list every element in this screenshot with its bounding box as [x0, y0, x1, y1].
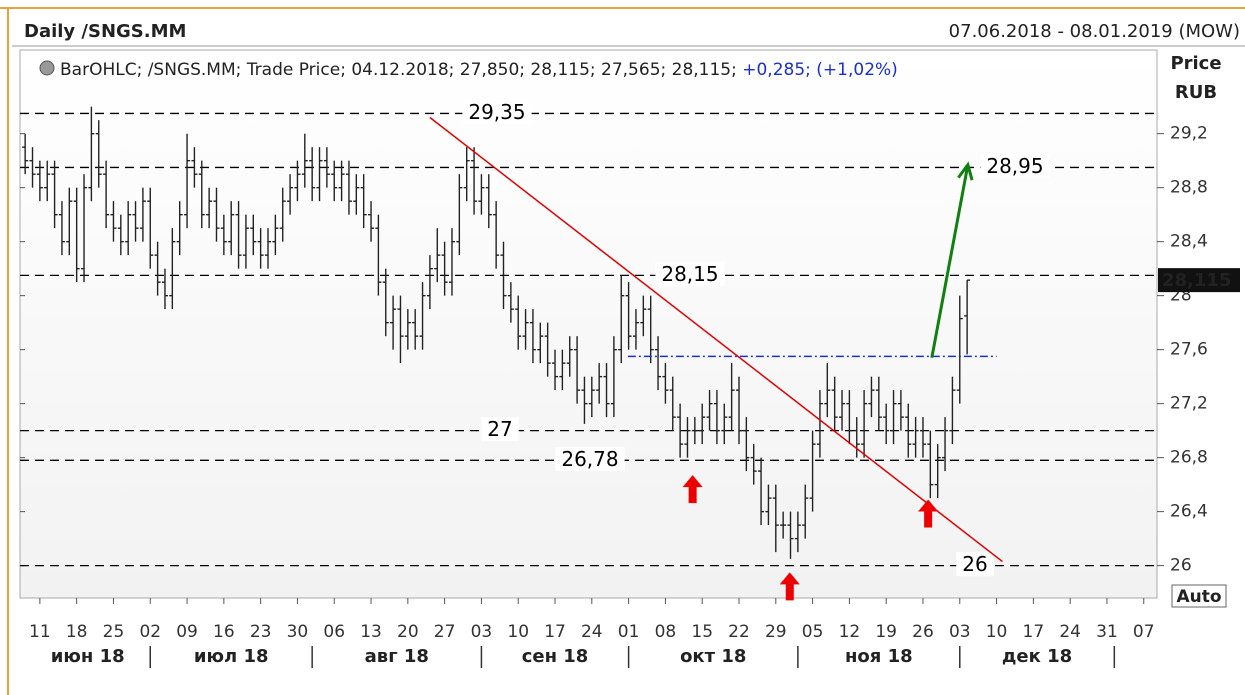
- x-tick-label: 24: [1059, 622, 1081, 642]
- month-label: сен 18: [522, 646, 589, 667]
- low-marker: [682, 475, 703, 504]
- level-label-bg: [462, 99, 532, 124]
- trend-line: [429, 116, 1003, 563]
- legend-change: +0,285; (+1,02%): [742, 60, 898, 80]
- x-tick-label: 05: [802, 622, 824, 642]
- x-tick-label: 22: [728, 622, 750, 642]
- x-tick-label: 03: [471, 622, 493, 642]
- low-marker: [918, 499, 939, 528]
- auto-button[interactable]: [1171, 584, 1227, 608]
- y-axis-unit: RUB: [1175, 82, 1217, 103]
- level-label: 28,95: [986, 154, 1043, 178]
- month-label: дек 18: [1002, 646, 1072, 667]
- x-tick-label: 17: [544, 622, 566, 642]
- x-tick-label: 19: [875, 622, 897, 642]
- low-marker: [779, 572, 800, 601]
- x-tick-label: 03: [949, 622, 971, 642]
- x-tick-label: 11: [29, 622, 51, 642]
- last-price-label: 28,115: [1162, 270, 1231, 291]
- level-label-bg: [956, 552, 994, 577]
- level-label: 27: [487, 417, 512, 441]
- y-tick-label: 27,2: [1170, 394, 1208, 414]
- legend-text: BarOHLC; /SNGS.MM; Trade Price; 04.12.20…: [60, 60, 742, 80]
- x-tick-label: 25: [103, 622, 125, 642]
- x-tick-label: 30: [287, 622, 309, 642]
- level-label: 28,15: [661, 262, 718, 286]
- y-tick-label: 29,2: [1170, 124, 1208, 144]
- x-tick-label: 15: [691, 622, 713, 642]
- x-tick-label: 20: [397, 622, 419, 642]
- plot-area: [19, 49, 1158, 599]
- last-price-box: [1158, 268, 1240, 293]
- y-tick-label: 28,4: [1170, 232, 1208, 252]
- level-label-bg: [980, 153, 1050, 178]
- level-label: 29,35: [468, 100, 525, 124]
- x-tick-label: 07: [1133, 622, 1155, 642]
- date-range: 07.06.2018 - 08.01.2019 (MOW): [949, 21, 1240, 42]
- y-tick-label: 28,8: [1170, 178, 1208, 198]
- level-label-bg: [655, 261, 725, 286]
- level-label-bg: [481, 417, 519, 442]
- target-arrow-head: [957, 161, 974, 181]
- legend-icon: [39, 60, 55, 76]
- x-tick-label: 24: [581, 622, 603, 642]
- x-tick-label: 10: [986, 622, 1008, 642]
- x-tick-label: 13: [360, 622, 382, 642]
- x-tick-label: 31: [1096, 622, 1118, 642]
- auto-button-label[interactable]: Auto: [1176, 587, 1221, 607]
- legend: BarOHLC; /SNGS.MM; Trade Price; 04.12.20…: [60, 60, 898, 80]
- x-tick-label: 27: [434, 622, 456, 642]
- x-tick-label: 02: [139, 622, 161, 642]
- x-tick-label: 10: [507, 622, 529, 642]
- x-tick-label: 17: [1023, 622, 1045, 642]
- target-arrow: [930, 164, 970, 359]
- x-tick-label: 06: [323, 622, 345, 642]
- month-label: окт 18: [680, 646, 746, 667]
- month-label: июл 18: [194, 646, 269, 667]
- level-label: 26: [962, 552, 987, 576]
- x-tick-label: 12: [839, 622, 861, 642]
- y-tick-label: 26: [1170, 556, 1192, 576]
- x-tick-label: 29: [765, 622, 787, 642]
- x-tick-label: 08: [655, 622, 677, 642]
- y-tick-label: 27,6: [1170, 340, 1208, 360]
- x-tick-label: 16: [213, 622, 235, 642]
- x-tick-label: 23: [250, 622, 272, 642]
- level-label-bg: [555, 446, 625, 471]
- y-tick-label: 26,4: [1170, 502, 1208, 522]
- x-tick-label: 18: [66, 622, 88, 642]
- month-label: авг 18: [365, 646, 429, 667]
- x-tick-label: 01: [618, 622, 640, 642]
- x-tick-label: 26: [912, 622, 934, 642]
- y-tick-label: 26,8: [1170, 448, 1208, 468]
- month-label: июн 18: [51, 646, 125, 667]
- month-label: ноя 18: [845, 646, 913, 667]
- chart-title: Daily /SNGS.MM: [24, 21, 186, 42]
- level-label: 26,78: [561, 447, 618, 471]
- y-axis-label: Price: [1170, 53, 1221, 74]
- x-tick-label: 09: [176, 622, 198, 642]
